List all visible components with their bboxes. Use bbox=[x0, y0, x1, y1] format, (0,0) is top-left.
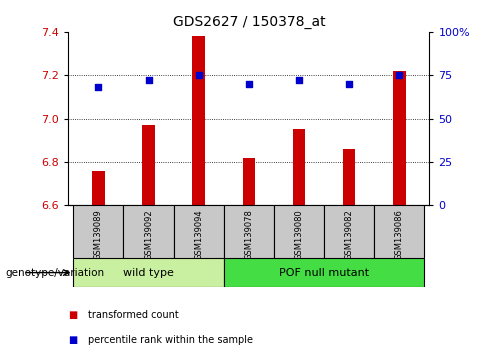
Point bbox=[195, 73, 203, 78]
Text: GSM139094: GSM139094 bbox=[194, 210, 203, 260]
Text: wild type: wild type bbox=[123, 268, 174, 278]
Bar bbox=[274, 205, 324, 258]
Point bbox=[95, 85, 102, 90]
Text: genotype/variation: genotype/variation bbox=[5, 268, 104, 278]
Text: GSM139080: GSM139080 bbox=[295, 210, 304, 260]
Bar bbox=[92, 171, 105, 205]
Bar bbox=[123, 205, 174, 258]
Point bbox=[295, 78, 303, 83]
Point bbox=[144, 78, 152, 83]
Bar bbox=[142, 125, 155, 205]
Text: ■: ■ bbox=[68, 335, 78, 345]
Text: GSM139086: GSM139086 bbox=[395, 210, 404, 261]
Text: GSM139089: GSM139089 bbox=[94, 210, 103, 260]
Bar bbox=[293, 130, 305, 205]
Text: percentile rank within the sample: percentile rank within the sample bbox=[88, 335, 253, 345]
Text: transformed count: transformed count bbox=[88, 310, 179, 320]
Bar bbox=[224, 258, 425, 287]
Bar bbox=[224, 205, 274, 258]
Bar bbox=[73, 258, 224, 287]
Point bbox=[245, 81, 253, 87]
Title: GDS2627 / 150378_at: GDS2627 / 150378_at bbox=[173, 16, 325, 29]
Point bbox=[346, 81, 353, 87]
Bar bbox=[73, 205, 123, 258]
Bar bbox=[324, 205, 374, 258]
Bar bbox=[343, 149, 355, 205]
Point bbox=[395, 73, 403, 78]
Text: ■: ■ bbox=[68, 310, 78, 320]
Text: GSM139092: GSM139092 bbox=[144, 210, 153, 260]
Text: POF null mutant: POF null mutant bbox=[279, 268, 369, 278]
Bar bbox=[393, 71, 406, 205]
Bar bbox=[192, 36, 205, 205]
Bar bbox=[243, 158, 255, 205]
Text: GSM139078: GSM139078 bbox=[244, 210, 253, 261]
Text: GSM139082: GSM139082 bbox=[345, 210, 354, 260]
Bar bbox=[374, 205, 425, 258]
Bar bbox=[174, 205, 224, 258]
